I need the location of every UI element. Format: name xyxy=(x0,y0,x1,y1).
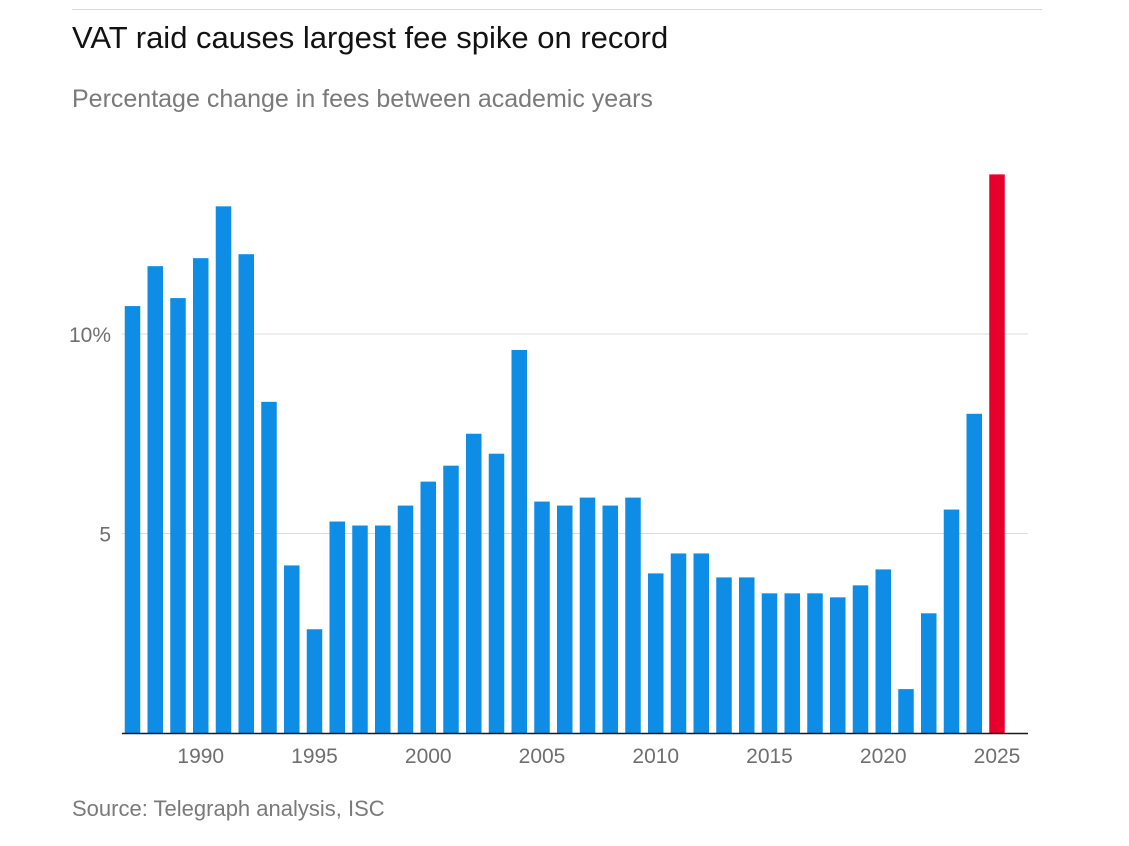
bar xyxy=(648,573,664,733)
x-tick-label: 2015 xyxy=(746,745,793,768)
bar xyxy=(124,306,141,733)
bar xyxy=(875,569,891,733)
bar xyxy=(147,266,163,733)
top-rule xyxy=(72,9,1042,10)
bar xyxy=(420,481,436,733)
bar xyxy=(693,553,709,733)
bar xyxy=(966,413,982,733)
bar-highlight xyxy=(989,174,1005,733)
x-tick-label: 2010 xyxy=(632,745,679,768)
bar xyxy=(397,505,414,733)
bar xyxy=(443,465,459,733)
bar xyxy=(807,593,823,733)
x-tick-label: 2020 xyxy=(860,745,907,768)
bar xyxy=(852,585,869,733)
bar xyxy=(261,401,277,733)
bar xyxy=(761,593,778,733)
bar xyxy=(352,525,368,733)
source-note: Source: Telegraph analysis, ISC xyxy=(72,796,385,821)
bar xyxy=(170,298,186,733)
bar xyxy=(943,509,960,733)
x-tick-label: 1995 xyxy=(291,745,338,768)
bar xyxy=(466,433,482,733)
bar xyxy=(784,593,800,733)
bar xyxy=(670,553,687,733)
x-tick-label: 2000 xyxy=(405,745,452,768)
bar xyxy=(375,525,391,733)
bar xyxy=(557,505,573,733)
x-tick-label: 2025 xyxy=(974,745,1021,768)
y-tick-label: 5 xyxy=(99,524,111,547)
bar xyxy=(215,206,232,733)
bar xyxy=(238,254,254,733)
bar xyxy=(579,497,596,733)
bar xyxy=(306,629,323,733)
bar xyxy=(739,577,755,733)
bar xyxy=(716,577,732,733)
bar xyxy=(625,497,641,733)
bar xyxy=(534,501,550,733)
x-tick-label: 1990 xyxy=(177,745,224,768)
chart-subtitle: Percentage change in fees between academ… xyxy=(72,85,653,113)
bar xyxy=(898,689,914,733)
bar xyxy=(511,349,527,733)
bar xyxy=(830,597,846,733)
bar xyxy=(284,565,300,733)
bar xyxy=(193,258,209,733)
bar xyxy=(329,521,345,733)
y-tick-label: 10% xyxy=(69,324,111,347)
x-tick-label: 2005 xyxy=(519,745,566,768)
bar xyxy=(488,453,505,733)
bar xyxy=(602,505,618,733)
chart-title: VAT raid causes largest fee spike on rec… xyxy=(72,20,669,55)
bar xyxy=(921,613,937,733)
